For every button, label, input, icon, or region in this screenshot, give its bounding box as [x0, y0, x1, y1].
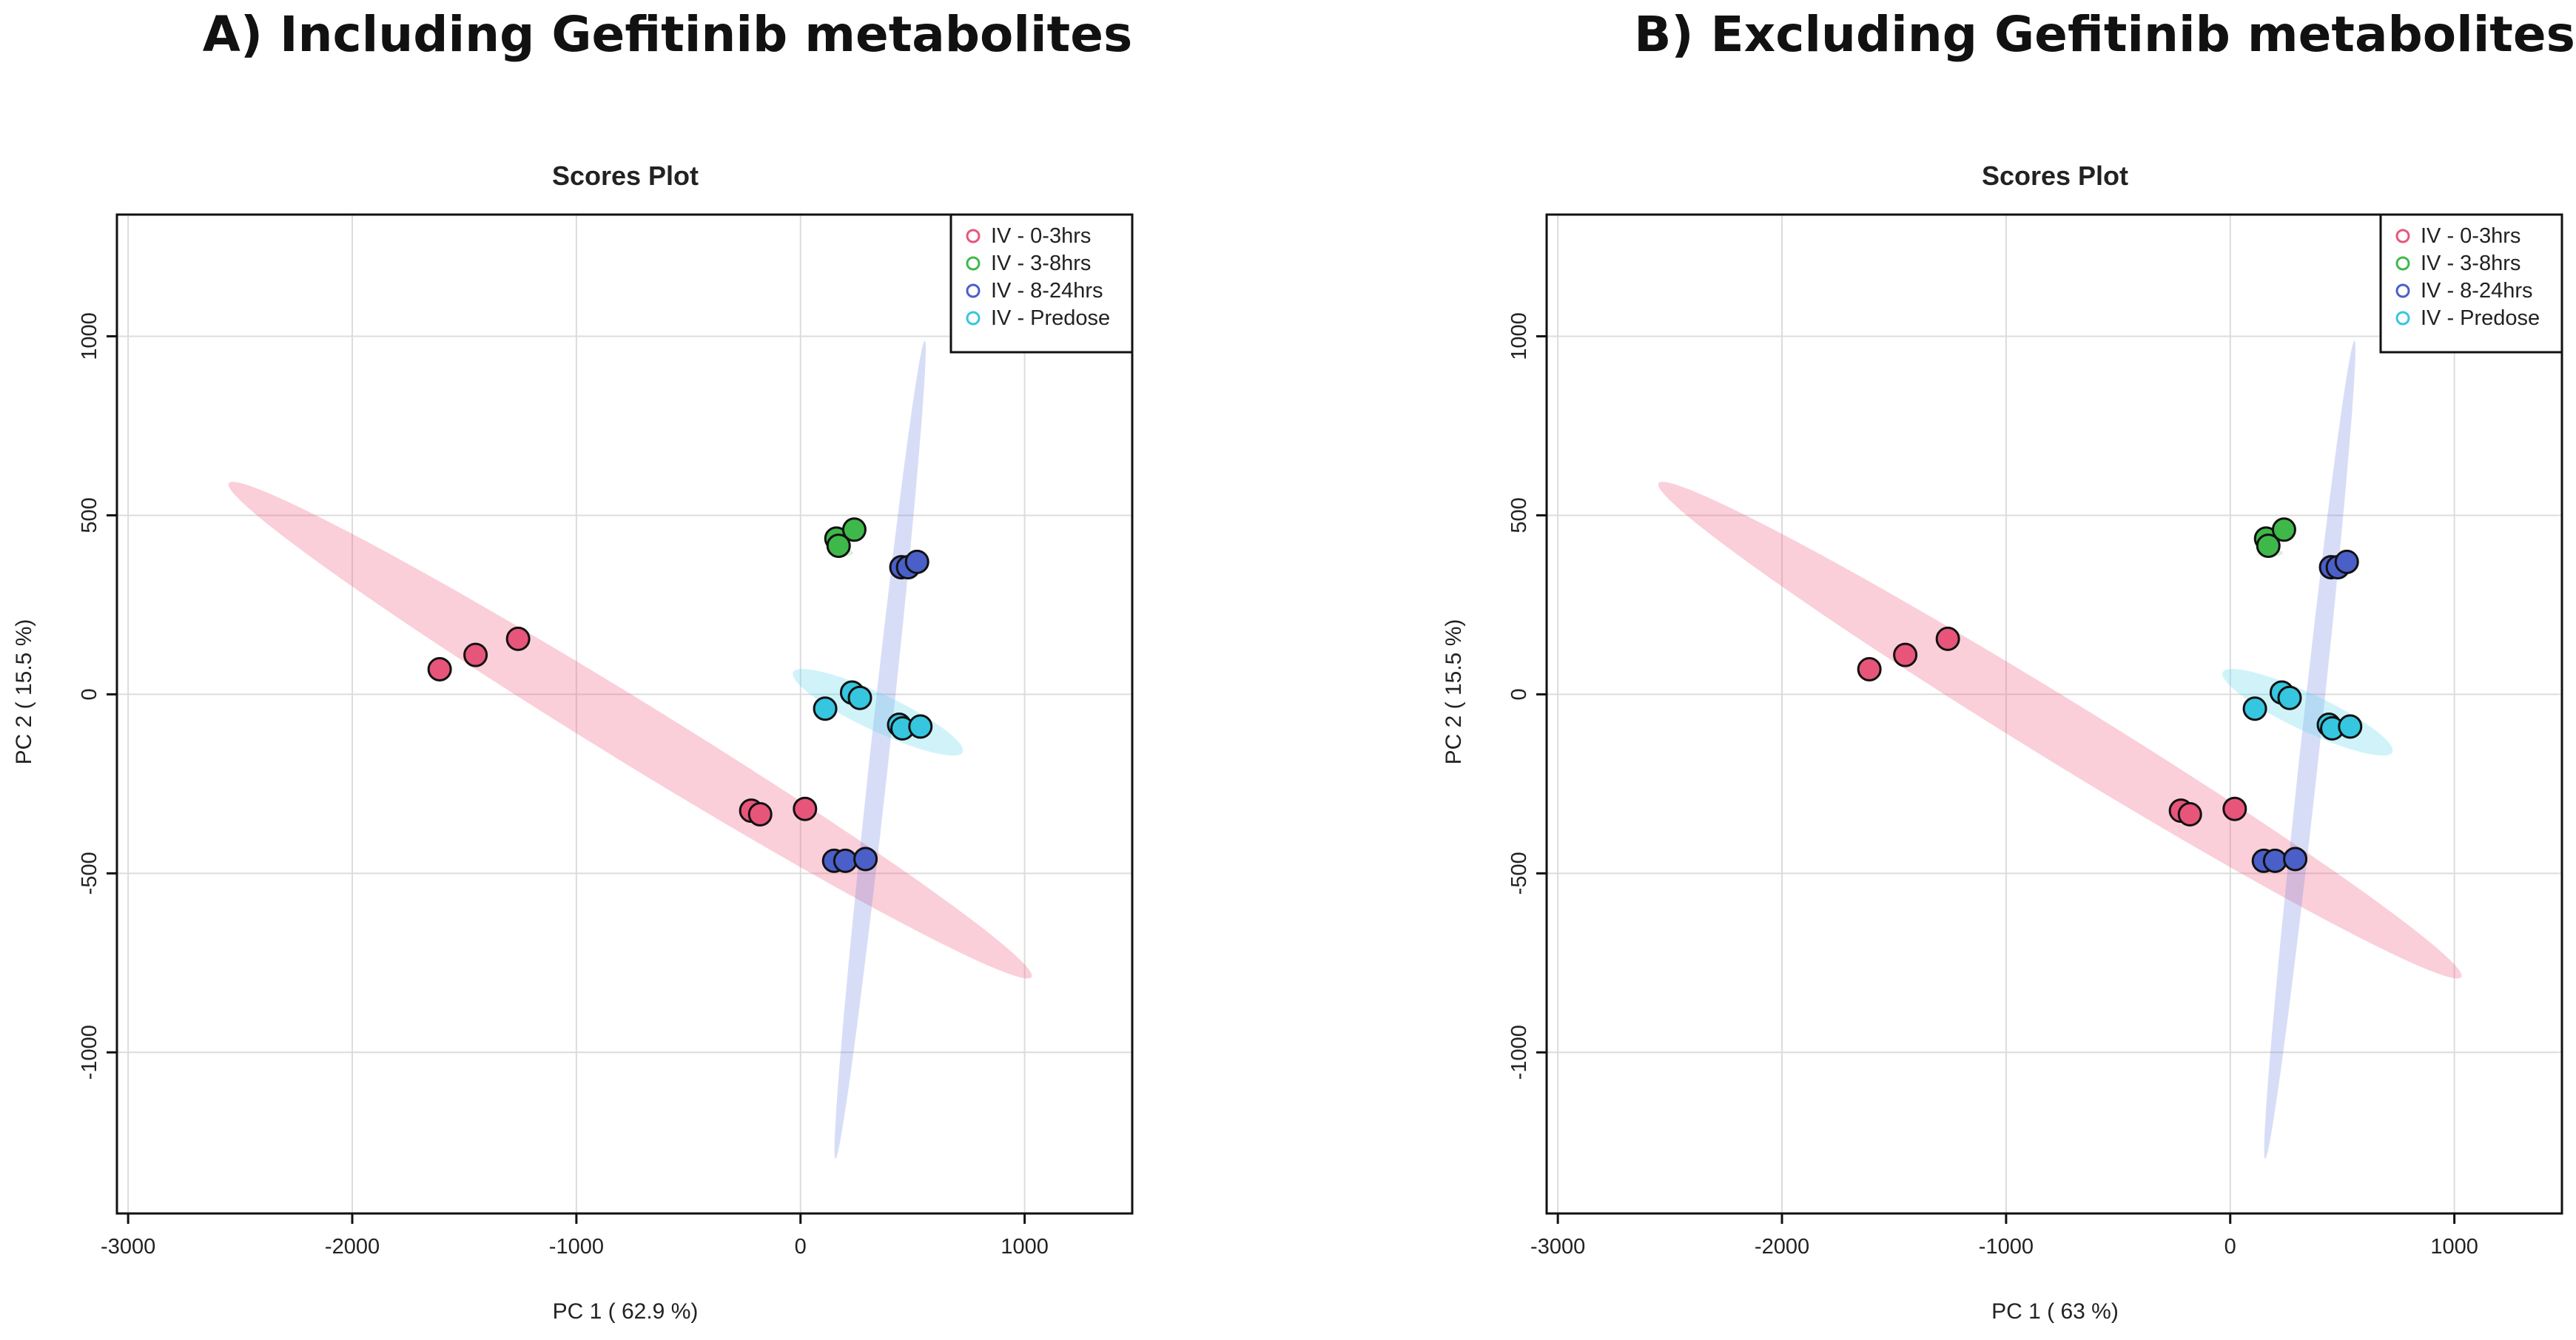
legend-marker: [2395, 311, 2410, 326]
plot-frame: [1545, 213, 2563, 1215]
legend-marker: [2395, 229, 2410, 243]
y-tick-label: 500: [1507, 497, 1531, 533]
legend-marker: [966, 256, 981, 271]
x-tick-label: -3000: [101, 1235, 155, 1259]
x-tick-label: -2000: [325, 1235, 380, 1259]
data-point: [2334, 549, 2359, 574]
ellipse-layer: [228, 340, 1032, 1159]
legend-label: IV - 3-8hrs: [991, 252, 1091, 275]
confidence-ellipse: [2264, 340, 2355, 1159]
x-tick-label: 0: [795, 1235, 807, 1259]
legend-marker: [2395, 283, 2410, 298]
data-point: [847, 685, 872, 710]
data-point: [2242, 696, 2267, 721]
panel-b-title: B) Excluding Gefitinib metabolites: [1634, 6, 2575, 63]
legend-label: IV - 8-24hrs: [2421, 279, 2533, 303]
legend-label: IV - 0-3hrs: [991, 224, 1091, 248]
data-point: [2222, 796, 2247, 821]
data-point: [427, 657, 452, 682]
panel-a-title: A) Including Gefitinib metabolites: [202, 6, 1133, 63]
x-tick-label: -3000: [1530, 1235, 1585, 1259]
y-tick-label: 0: [78, 688, 101, 700]
y-tick-label: 1000: [78, 312, 101, 360]
legend-box: [949, 213, 1134, 354]
x-tick-label: 1000: [1001, 1235, 1049, 1259]
data-point: [841, 517, 867, 542]
data-point: [908, 714, 933, 739]
x-tick-label: 1000: [2430, 1235, 2478, 1259]
x-axis-label: PC 1 ( 63 %): [1991, 1299, 2119, 1324]
data-point: [2271, 517, 2296, 542]
data-point: [1857, 657, 1882, 682]
legend-label: IV - 3-8hrs: [2421, 252, 2520, 275]
data-point: [826, 533, 851, 559]
scores-plot-b: Scores Plot PC 1 ( 63 %) PC 2 ( 15.5 %) …: [1442, 161, 2563, 1324]
legend: IV - 0-3hrs IV - 3-8hrs IV - 8-24hrs IV - P…: [949, 213, 1134, 354]
y-tick-label: -1000: [78, 1025, 101, 1080]
data-point: [463, 642, 488, 667]
ellipse-layer: [1658, 340, 2462, 1159]
y-tick-label: -500: [78, 852, 101, 895]
data-point: [2177, 801, 2202, 826]
data-point: [853, 846, 878, 872]
data-point: [904, 549, 929, 574]
plot-frame: [115, 213, 1134, 1215]
data-point: [1893, 642, 1918, 667]
legend-label: IV - 8-24hrs: [991, 279, 1103, 303]
legend-label: IV - Predose: [2421, 306, 2540, 330]
data-point: [2256, 533, 2281, 559]
x-tick-label: 0: [2224, 1235, 2236, 1259]
x-axis-label: PC 1 ( 62.9 %): [553, 1299, 699, 1324]
confidence-ellipse: [834, 340, 926, 1159]
legend: IV - 0-3hrs IV - 3-8hrs IV - 8-24hrs IV - P…: [2379, 213, 2563, 354]
data-point: [1935, 626, 1960, 651]
data-point: [793, 796, 818, 821]
scores-plot-a: Scores Plot PC 1 ( 62.9 %) PC 2 ( 15.5 %…: [12, 161, 1134, 1324]
x-tick-label: -2000: [1755, 1235, 1809, 1259]
data-point: [747, 801, 773, 826]
data-point: [505, 626, 531, 651]
y-axis-label: PC 2 ( 15.5 %): [12, 619, 36, 765]
legend-marker: [966, 283, 981, 298]
data-point: [2338, 714, 2363, 739]
y-tick-label: 500: [78, 497, 101, 533]
data-point: [2277, 685, 2302, 710]
data-point: [2283, 846, 2308, 872]
data-point: [2262, 848, 2287, 873]
legend-label: IV - Predose: [991, 306, 1110, 330]
legend-marker: [966, 311, 981, 326]
legend-box: [2379, 213, 2563, 354]
y-tick-label: -500: [1507, 852, 1531, 895]
data-point: [833, 848, 858, 873]
plot-title: Scores Plot: [552, 161, 699, 191]
y-tick-label: 1000: [1507, 312, 1531, 360]
y-tick-label: -1000: [1507, 1025, 1531, 1080]
legend-marker: [2395, 256, 2410, 271]
y-axis-label: PC 2 ( 15.5 %): [1442, 619, 1466, 765]
plot-title: Scores Plot: [1982, 161, 2128, 191]
x-tick-label: -1000: [549, 1235, 604, 1259]
y-tick-label: 0: [1507, 688, 1531, 700]
x-tick-label: -1000: [1979, 1235, 2034, 1259]
legend-marker: [966, 229, 981, 243]
legend-label: IV - 0-3hrs: [2421, 224, 2520, 248]
data-point: [813, 696, 838, 721]
